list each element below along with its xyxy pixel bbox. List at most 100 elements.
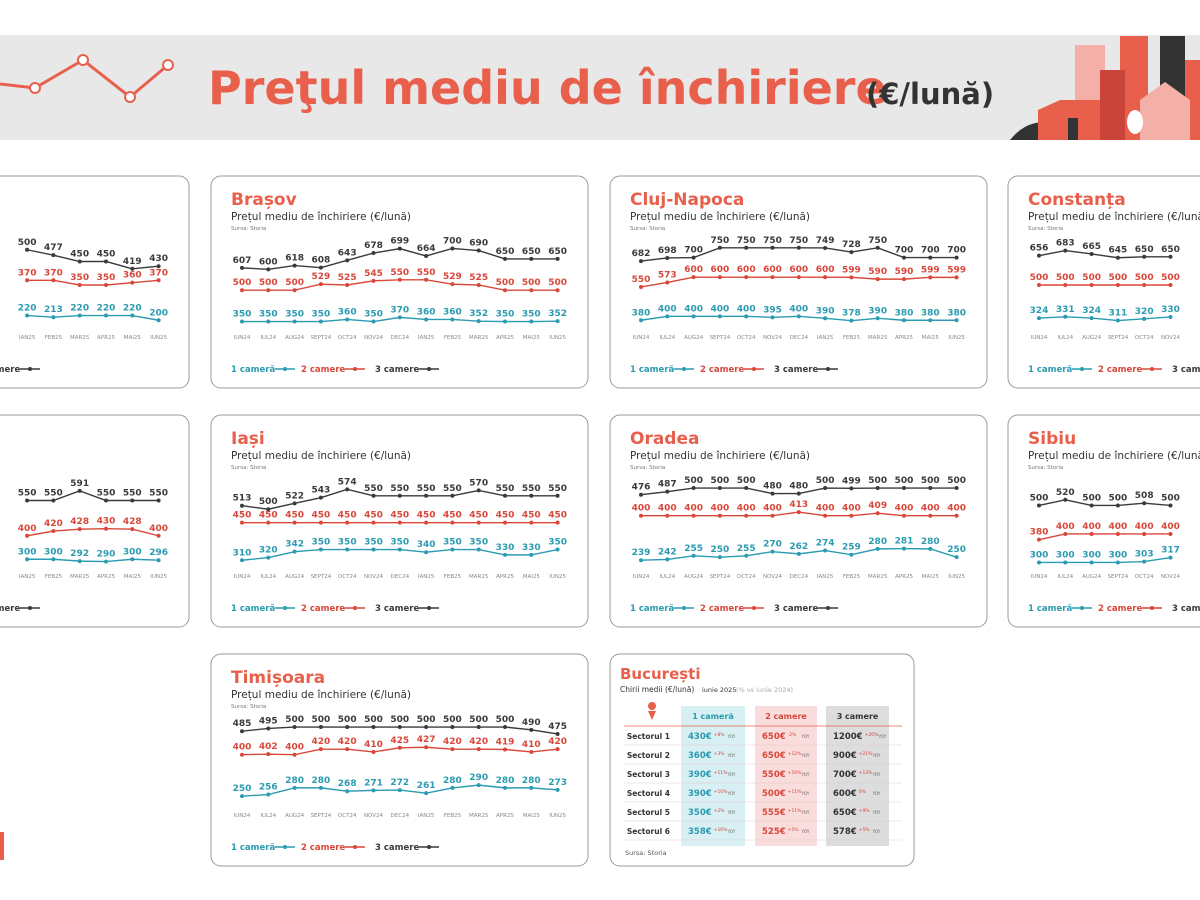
value-label: 607 xyxy=(233,256,252,266)
data-point xyxy=(954,318,959,323)
data-point xyxy=(1037,253,1041,258)
data-point xyxy=(1063,314,1068,319)
data-point xyxy=(77,488,82,493)
data-point xyxy=(371,547,376,552)
cell-suffix: YOY xyxy=(872,772,881,777)
value-label: 268 xyxy=(338,779,357,789)
value-label: 400 xyxy=(921,504,940,514)
data-point xyxy=(424,791,429,796)
value-label: 500 xyxy=(285,715,304,725)
x-tick-label: DEC24 xyxy=(391,574,410,580)
card-title: Constanța xyxy=(1028,190,1126,210)
cell-suffix: YOY xyxy=(801,753,810,758)
series-line xyxy=(26,249,159,270)
value-label: 573 xyxy=(658,270,677,280)
legend-dot xyxy=(283,606,287,610)
data-point xyxy=(1168,503,1173,508)
data-point xyxy=(691,486,696,491)
x-tick-label: IAN25 xyxy=(418,574,435,580)
value-label: 500 xyxy=(18,238,37,248)
x-tick-label: IUN25 xyxy=(549,335,566,341)
value-label: 400 xyxy=(763,504,782,514)
x-tick-label: OCT24 xyxy=(338,335,357,341)
data-point xyxy=(292,752,297,757)
value-label: 700 xyxy=(895,246,914,256)
value-label: 320 xyxy=(259,546,278,556)
cell-change: +12% xyxy=(788,751,802,757)
data-point xyxy=(1168,254,1173,259)
data-point xyxy=(450,493,455,498)
data-point xyxy=(503,493,507,498)
data-point xyxy=(371,749,376,754)
legend-dot xyxy=(353,606,357,610)
value-label: 550 xyxy=(390,268,409,278)
value-label: 500 xyxy=(1161,273,1180,283)
data-point xyxy=(292,263,297,268)
card-source: Sursa: Storia xyxy=(1028,226,1063,232)
card-subtitle: Prețul mediu de închiriere (€/lună) xyxy=(231,211,411,223)
value-label: 500 xyxy=(737,476,756,486)
data-point xyxy=(744,553,749,558)
legend-dot xyxy=(353,367,357,371)
x-tick-label: DEC24 xyxy=(391,335,410,341)
data-point xyxy=(156,278,161,283)
value-label: 360 xyxy=(417,307,436,317)
card-frame xyxy=(0,414,190,628)
city-card: IAN25 FEB25 MAR25 APR25 MAI25 IUN25 220 213 220 2… xyxy=(0,175,190,389)
value-label: 380 xyxy=(632,308,651,318)
x-tick-label: AUG24 xyxy=(684,574,704,580)
data-point xyxy=(691,275,696,280)
value-label: 529 xyxy=(312,272,331,282)
data-point xyxy=(639,558,643,563)
value-label: 480 xyxy=(789,482,808,492)
x-tick-label: IUN24 xyxy=(234,574,251,580)
value-label: 350 xyxy=(97,273,116,283)
data-point xyxy=(51,253,56,258)
value-label: 290 xyxy=(97,550,116,560)
value-label: 400 xyxy=(1161,522,1180,532)
data-point xyxy=(77,259,82,264)
data-point xyxy=(503,288,507,293)
data-point xyxy=(555,288,560,293)
value-label: 400 xyxy=(684,304,703,314)
value-label: 340 xyxy=(417,540,436,550)
value-label: 500 xyxy=(1082,493,1101,503)
legend-dot xyxy=(752,367,756,371)
value-label: 550 xyxy=(522,484,541,494)
data-point xyxy=(345,747,350,752)
row-label: Sectorul 5 xyxy=(627,808,670,817)
value-label: 292 xyxy=(70,549,89,559)
data-point xyxy=(928,275,933,280)
value-label: 450 xyxy=(417,511,436,521)
data-point xyxy=(397,315,402,320)
data-point xyxy=(450,725,455,730)
data-point xyxy=(1063,531,1068,536)
data-point xyxy=(450,747,455,752)
value-label: 324 xyxy=(1082,306,1101,316)
value-label: 430 xyxy=(149,254,168,264)
cell-value: 555€ xyxy=(762,808,786,818)
x-tick-label: IUL24 xyxy=(260,335,276,341)
data-point xyxy=(130,313,135,318)
data-point xyxy=(1089,503,1094,508)
value-label: 280 xyxy=(443,776,462,786)
x-tick-label: AUG24 xyxy=(285,813,305,819)
data-point xyxy=(156,533,161,538)
value-label: 600 xyxy=(711,265,730,275)
x-tick-label: IUL24 xyxy=(260,813,276,819)
value-label: 499 xyxy=(842,476,861,486)
data-point xyxy=(1142,283,1147,287)
card-source: Sursa: Storia xyxy=(630,226,665,232)
x-tick-label: DEC24 xyxy=(391,813,410,819)
x-tick-label: AUG24 xyxy=(1082,574,1102,580)
data-point xyxy=(424,520,429,525)
value-label: 350 xyxy=(233,310,252,320)
data-point xyxy=(371,278,376,283)
cell-suffix: YOY xyxy=(872,829,881,834)
legend-dot xyxy=(826,367,830,371)
data-point xyxy=(424,725,429,730)
data-point xyxy=(770,275,775,280)
data-point xyxy=(529,319,534,324)
x-tick-label: MAI25 xyxy=(523,813,541,819)
data-point xyxy=(292,520,297,525)
